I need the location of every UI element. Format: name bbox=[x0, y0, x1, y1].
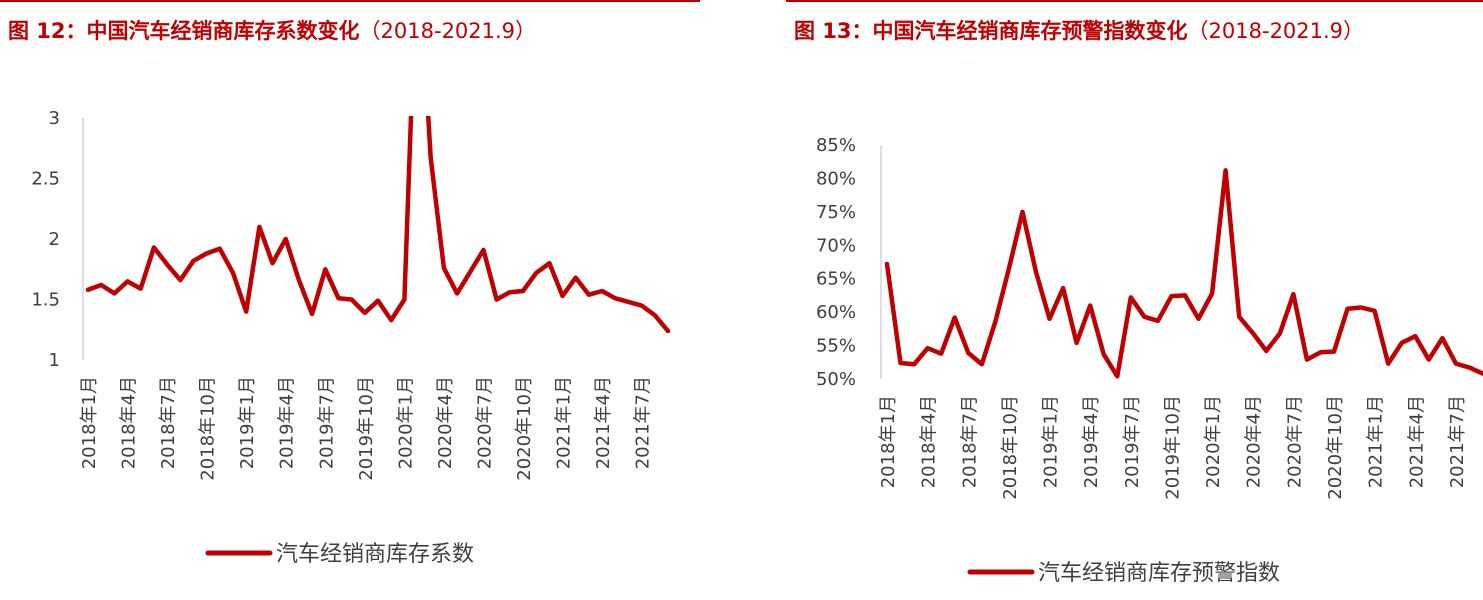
x-tick-label: 2020年7月 bbox=[1284, 395, 1305, 488]
y-tick-label: 3 bbox=[49, 108, 60, 129]
x-tick-label: 2019年7月 bbox=[316, 376, 337, 469]
x-tick-label: 2021年4月 bbox=[1406, 395, 1427, 488]
x-tick-label: 2021年4月 bbox=[593, 376, 614, 469]
x-tick-label: 2021年1月 bbox=[554, 376, 575, 469]
x-tick-label: 2018年1月 bbox=[878, 395, 899, 488]
figure-title-range: （2018-2021.9） bbox=[359, 19, 537, 43]
x-tick-label: 2019年4月 bbox=[277, 376, 298, 469]
x-tick-label: 2020年4月 bbox=[1244, 395, 1265, 488]
figure-title-range: （2018-2021.9） bbox=[1187, 19, 1365, 43]
title-rule bbox=[0, 0, 700, 2]
chart-panel-inventory-coefficient: 图 12：中国汽车经销商库存系数变化（2018-2021.9） 1 1.5 2 2.5… bbox=[0, 0, 700, 600]
x-tick-label: 2020年7月 bbox=[474, 376, 495, 469]
line-chart-inventory-warning-index: 50% 55% 60% 65% 70% 75% 80% 85% 2018年1月 2018年4月 20… bbox=[816, 135, 1483, 586]
x-tick-label: 2021年1月 bbox=[1366, 395, 1387, 488]
x-tick-label: 2019年1月 bbox=[1041, 395, 1062, 488]
x-tick-label: 2019年10月 bbox=[1162, 395, 1183, 500]
series-line bbox=[85, 116, 671, 334]
figure-title: 图 13：中国汽车经销商库存预警指数变化（2018-2021.9） bbox=[794, 8, 1394, 55]
y-tick-label: 1.5 bbox=[31, 290, 60, 311]
x-tick-label: 2018年4月 bbox=[119, 376, 140, 469]
series-line bbox=[884, 168, 1483, 379]
y-tick-label: 2 bbox=[49, 229, 60, 250]
y-tick-label: 60% bbox=[816, 302, 856, 323]
chart-panel-inventory-warning-index: 图 13：中国汽车经销商库存预警指数变化（2018-2021.9） 50% 55%… bbox=[786, 0, 1483, 600]
y-tick-label: 70% bbox=[816, 235, 856, 256]
y-tick-label: 80% bbox=[816, 168, 856, 189]
figure-title-main: 图 13：中国汽车经销商库存预警指数变化 bbox=[794, 19, 1188, 43]
x-tick-label: 2019年4月 bbox=[1081, 395, 1102, 488]
x-tick-label: 2020年1月 bbox=[395, 376, 416, 469]
x-tick-label: 2018年10月 bbox=[1000, 395, 1021, 500]
x-tick-label: 2020年10月 bbox=[1325, 395, 1346, 500]
figure-title-main: 图 12：中国汽车经销商库存系数变化 bbox=[8, 19, 360, 43]
x-tick-label: 2019年10月 bbox=[356, 376, 377, 481]
x-tick-label: 2018年10月 bbox=[198, 376, 219, 481]
x-tick-label: 2020年1月 bbox=[1203, 395, 1224, 488]
y-tick-label: 65% bbox=[816, 269, 856, 290]
x-tick-label: 2020年10月 bbox=[514, 376, 535, 481]
x-tick-label: 2018年7月 bbox=[959, 395, 980, 488]
title-rule bbox=[786, 0, 1483, 2]
legend-label: 汽车经销商库存系数 bbox=[276, 542, 474, 567]
x-tick-label: 2021年7月 bbox=[1447, 395, 1468, 488]
figure-title: 图 12：中国汽车经销商库存系数变化（2018-2021.9） bbox=[8, 8, 536, 55]
x-tick-label: 2018年4月 bbox=[919, 395, 940, 488]
x-tick-label: 2018年7月 bbox=[158, 376, 179, 469]
line-chart-inventory-coefficient: 1 1.5 2 2.5 3 2018年1月 2018年4月 2018年7月 2018年10月 20… bbox=[31, 108, 671, 567]
x-tick-label: 2021年7月 bbox=[633, 376, 654, 469]
y-tick-label: 75% bbox=[816, 202, 856, 223]
x-tick-label: 2018年1月 bbox=[79, 376, 100, 469]
y-tick-label: 2.5 bbox=[31, 169, 60, 190]
legend-label: 汽车经销商库存预警指数 bbox=[1038, 561, 1280, 586]
y-tick-label: 50% bbox=[816, 369, 856, 390]
x-tick-label: 2020年4月 bbox=[435, 376, 456, 469]
y-tick-label: 55% bbox=[816, 336, 856, 357]
x-tick-label: 2019年1月 bbox=[237, 376, 258, 469]
y-tick-label: 85% bbox=[816, 135, 856, 156]
x-tick-label: 2019年7月 bbox=[1122, 395, 1143, 488]
y-tick-label: 1 bbox=[49, 350, 60, 371]
